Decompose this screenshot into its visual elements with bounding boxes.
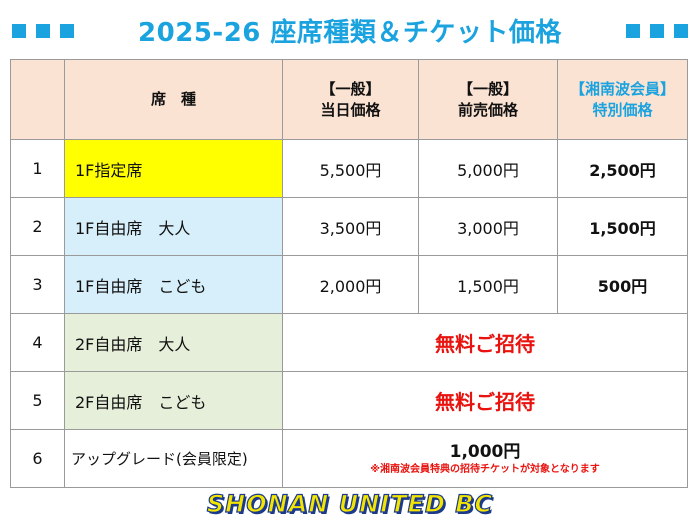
row-num: 6 bbox=[10, 429, 65, 488]
header-same-day-line2: 当日価格 bbox=[320, 100, 381, 119]
advance-price: 3,000円 bbox=[418, 197, 558, 256]
free-invitation: 無料ご招待 bbox=[282, 371, 688, 430]
member-price: 2,500円 bbox=[557, 139, 688, 198]
upgrade-price: 1,000円 bbox=[449, 441, 521, 462]
table-row: 4 2F自由席 大人 無料ご招待 bbox=[10, 313, 688, 372]
row-num: 3 bbox=[10, 255, 65, 314]
advance-price: 5,000円 bbox=[418, 139, 558, 198]
free-invitation: 無料ご招待 bbox=[282, 313, 688, 372]
upgrade-cell: 1,000円 ※湘南波会員特典の招待チケットが対象となります bbox=[282, 429, 688, 488]
square-icon bbox=[60, 24, 74, 38]
square-icon bbox=[12, 24, 26, 38]
member-price: 500円 bbox=[557, 255, 688, 314]
seat-type: 1F指定席 bbox=[64, 139, 283, 198]
same-day-price: 2,000円 bbox=[282, 255, 419, 314]
row-num: 5 bbox=[10, 371, 65, 430]
advance-price: 1,500円 bbox=[418, 255, 558, 314]
header-advance-line2: 前売価格 bbox=[457, 100, 518, 119]
table-header-row: 席 種 【一般】 当日価格 【一般】 前売価格 【湘南波会員】 特別価格 bbox=[10, 59, 688, 140]
table-row: 2 1F自由席 大人 3,500円 3,000円 1,500円 bbox=[10, 197, 688, 256]
header-seat: 席 種 bbox=[64, 59, 283, 140]
header-num bbox=[10, 59, 65, 140]
upgrade-note: ※湘南波会員特典の招待チケットが対象となります bbox=[370, 463, 600, 475]
page-title: 2025-26 座席種類＆チケット価格 bbox=[138, 18, 562, 48]
square-icon bbox=[36, 24, 50, 38]
header-same-day: 【一般】 当日価格 bbox=[282, 59, 419, 140]
row-num: 1 bbox=[10, 139, 65, 198]
header-member: 【湘南波会員】 特別価格 bbox=[557, 59, 688, 140]
row-num: 4 bbox=[10, 313, 65, 372]
seat-type: 1F自由席 大人 bbox=[64, 197, 283, 256]
seat-type: アップグレード(会員限定) bbox=[64, 429, 283, 488]
same-day-price: 5,500円 bbox=[282, 139, 419, 198]
table-row: 1 1F指定席 5,500円 5,000円 2,500円 bbox=[10, 139, 688, 198]
member-price: 1,500円 bbox=[557, 197, 688, 256]
square-icon bbox=[626, 24, 640, 38]
table-row: 3 1F自由席 こども 2,000円 1,500円 500円 bbox=[10, 255, 688, 314]
same-day-price: 3,500円 bbox=[282, 197, 419, 256]
seat-type: 2F自由席 こども bbox=[64, 371, 283, 430]
team-logo: SHONAN UNITED BC bbox=[0, 489, 700, 518]
table-row: 6 アップグレード(会員限定) 1,000円 ※湘南波会員特典の招待チケットが対… bbox=[10, 429, 688, 488]
header-member-line2: 特別価格 bbox=[592, 100, 653, 119]
square-icon bbox=[674, 24, 688, 38]
header-member-line1: 【湘南波会員】 bbox=[569, 79, 675, 98]
seat-type: 2F自由席 大人 bbox=[64, 313, 283, 372]
row-num: 2 bbox=[10, 197, 65, 256]
team-logo-text: SHONAN UNITED BC bbox=[206, 489, 494, 518]
header-advance: 【一般】 前売価格 bbox=[418, 59, 558, 140]
header-advance-line1: 【一般】 bbox=[457, 79, 518, 98]
square-icon bbox=[650, 24, 664, 38]
table-row: 5 2F自由席 こども 無料ご招待 bbox=[10, 371, 688, 430]
price-table: 席 種 【一般】 当日価格 【一般】 前売価格 【湘南波会員】 特別価格 1 1… bbox=[10, 59, 688, 488]
seat-type: 1F自由席 こども bbox=[64, 255, 283, 314]
header-same-day-line1: 【一般】 bbox=[320, 79, 381, 98]
title-bar: 2025-26 座席種類＆チケット価格 bbox=[0, 8, 700, 52]
